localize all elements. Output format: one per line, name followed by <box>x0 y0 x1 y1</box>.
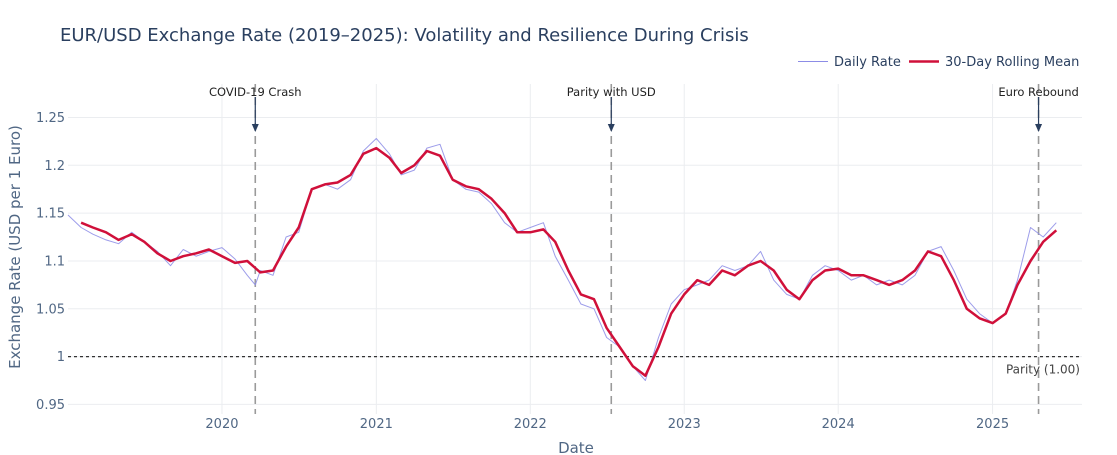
y-tick-label: 1.1 <box>44 254 65 269</box>
event-label: COVID-19 Crash <box>209 85 302 99</box>
legend-daily-label: Daily Rate <box>834 55 901 70</box>
x-axis-ticks: 2020 2021 2022 2023 2024 2025 <box>205 417 1009 432</box>
x-axis-title: Date <box>558 439 594 455</box>
y-tick-label: 1.05 <box>36 302 65 317</box>
parity-reference: Parity (1.00) <box>68 355 1082 377</box>
x-tick-label: 2021 <box>360 417 393 432</box>
y-tick-label: 1.25 <box>36 111 65 126</box>
plot-area <box>68 84 1082 414</box>
y-tick-label: 1.15 <box>36 207 65 222</box>
x-tick-label: 2022 <box>514 417 547 432</box>
event-arrow-head <box>1035 124 1043 132</box>
legend[interactable]: Daily Rate 30-Day Rolling Mean <box>798 55 1079 70</box>
y-tick-label: 1 <box>57 350 65 365</box>
event-arrow-head <box>251 124 259 132</box>
x-tick-label: 2020 <box>205 417 238 432</box>
x-tick-label: 2023 <box>668 417 701 432</box>
y-tick-label: 0.95 <box>36 398 65 413</box>
event-label: Parity with USD <box>567 85 656 99</box>
event-annotations: COVID-19 Crash Parity with USD Euro Reboun… <box>209 84 1079 414</box>
chart-title: EUR/USD Exchange Rate (2019–2025): Volat… <box>60 25 749 46</box>
parity-label: Parity (1.00) <box>1006 363 1080 377</box>
daily-rate-line <box>67 138 1057 381</box>
x-tick-label: 2025 <box>976 417 1009 432</box>
event-arrow-head <box>607 124 615 132</box>
y-tick-label: 1.2 <box>44 159 65 174</box>
rolling-mean-line <box>80 146 1058 377</box>
y-axis-ticks: 0.95 1 1.05 1.1 1.15 1.2 1.25 <box>36 111 65 413</box>
event-label: Euro Rebound <box>998 85 1078 99</box>
y-axis-title: Exchange Rate (USD per 1 Euro) <box>6 125 24 369</box>
x-tick-label: 2024 <box>822 417 855 432</box>
series-lines <box>67 138 1058 381</box>
legend-rolling-label: 30-Day Rolling Mean <box>945 55 1079 70</box>
